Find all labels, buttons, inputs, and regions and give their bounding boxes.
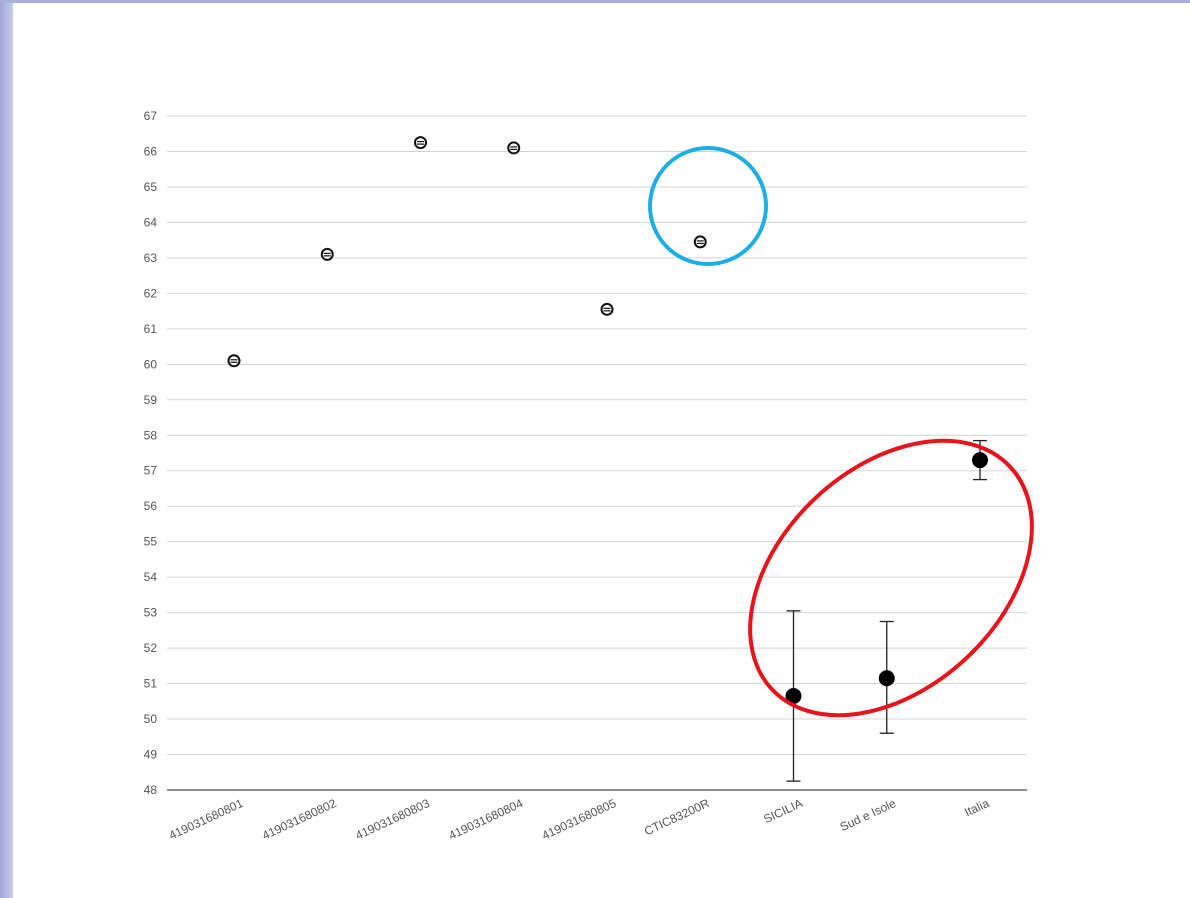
y-tick-label: 64 xyxy=(144,215,158,229)
y-tick-label: 67 xyxy=(144,109,158,123)
y-tick-label: 65 xyxy=(144,180,158,194)
y-tick-label: 63 xyxy=(144,251,158,265)
data-point xyxy=(972,452,988,469)
y-tick-label: 59 xyxy=(144,393,158,407)
x-category-label: 419031680804 xyxy=(447,796,526,843)
y-tick-label: 56 xyxy=(144,499,158,513)
data-point xyxy=(507,141,521,155)
y-tick-label: 50 xyxy=(144,712,158,726)
y-tick-label: 60 xyxy=(144,357,158,371)
y-tick-label: 49 xyxy=(144,748,158,762)
annotations xyxy=(648,146,1034,718)
data-points xyxy=(227,136,988,704)
x-category-label: 419031680802 xyxy=(260,796,339,843)
highlight-circle xyxy=(648,146,768,266)
x-category-label: Italia xyxy=(962,796,991,820)
data-point xyxy=(693,235,707,249)
data-point xyxy=(320,247,334,261)
y-tick-label: 57 xyxy=(144,464,158,478)
x-axis-category-labels: 419031680801 419031680802 419031680803 4190… xyxy=(167,796,992,843)
x-category-label: Sud e Isole xyxy=(838,796,899,834)
data-point xyxy=(600,302,614,316)
data-point xyxy=(227,354,241,368)
y-tick-label: 48 xyxy=(144,783,158,797)
data-point xyxy=(414,136,427,150)
y-tick-label: 66 xyxy=(144,144,158,158)
x-category-label: 419031680805 xyxy=(540,796,619,843)
y-tick-label: 54 xyxy=(144,570,158,584)
y-tick-label: 62 xyxy=(144,286,158,300)
y-tick-label: 51 xyxy=(144,677,158,691)
y-tick-label: 52 xyxy=(144,641,158,655)
x-category-label: SICILIA xyxy=(761,796,804,826)
data-point xyxy=(878,670,895,687)
y-axis-ticks: 48 49 50 51 52 53 54 55 56 57 58 59 60 61 62 63 64 65 66 67 xyxy=(144,109,158,797)
y-tick-label: 61 xyxy=(144,322,158,336)
x-category-label: 419031680801 xyxy=(167,796,246,843)
highlight-ellipse xyxy=(748,438,1034,718)
top-gradient-band xyxy=(0,0,1190,3)
left-gradient-band xyxy=(0,0,13,898)
x-category-label: 419031680803 xyxy=(353,796,432,843)
x-category-label: CTIC83200R xyxy=(642,796,712,838)
error-bars xyxy=(786,439,987,782)
data-point xyxy=(785,687,802,704)
grid-lines xyxy=(167,115,1027,756)
y-tick-label: 55 xyxy=(144,535,158,549)
y-tick-label: 58 xyxy=(144,428,158,442)
y-tick-label: 53 xyxy=(144,606,158,620)
